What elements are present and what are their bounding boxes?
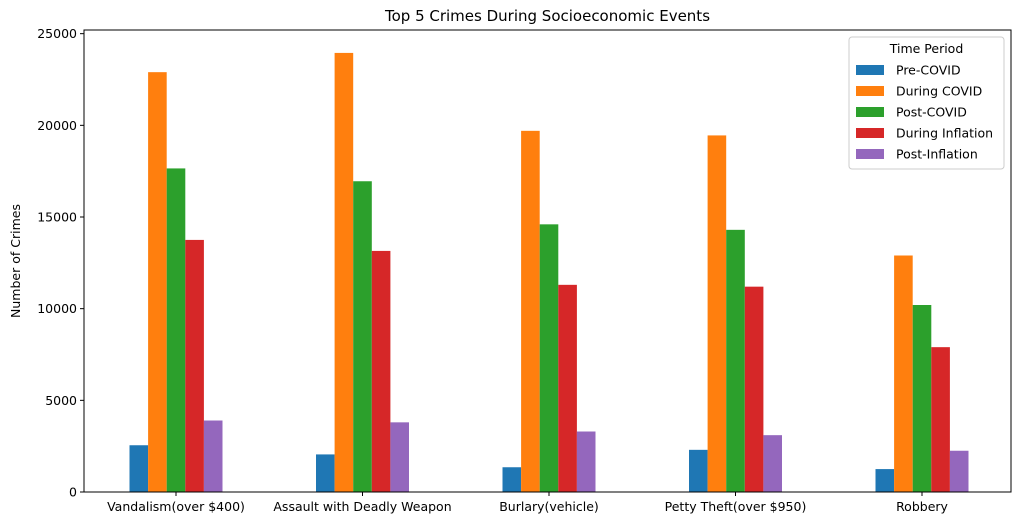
bar-during-covid-1 bbox=[334, 52, 354, 493]
x-tick-label-2: Burlary(vehicle) bbox=[499, 499, 599, 514]
x-tick-label-1: Assault with Deadly Weapon bbox=[273, 499, 451, 514]
y-tick-label-5000: 5000 bbox=[45, 393, 77, 408]
x-tick-label-3: Petty Theft(over $950) bbox=[665, 499, 807, 514]
bars-layer bbox=[129, 52, 969, 493]
bar-post-inflation-0 bbox=[203, 420, 223, 492]
bar-post-covid-4 bbox=[912, 305, 932, 492]
x-tick-label-0: Vandalism(over $400) bbox=[107, 499, 245, 514]
bar-post-covid-3 bbox=[726, 229, 745, 493]
y-tick-label-10000: 10000 bbox=[37, 301, 77, 316]
bar-during-inflation-0 bbox=[185, 239, 204, 492]
bar-pre-covid-0 bbox=[129, 445, 149, 492]
bar-during-covid-2 bbox=[521, 130, 540, 493]
y-tick-label-15000: 15000 bbox=[37, 210, 77, 225]
chart-title: Top 5 Crimes During Socioeconomic Events bbox=[384, 7, 710, 25]
bar-during-covid-3 bbox=[707, 135, 727, 492]
bar-post-covid-0 bbox=[166, 168, 186, 492]
bar-pre-covid-3 bbox=[689, 449, 708, 492]
bar-pre-covid-2 bbox=[502, 467, 522, 492]
legend-label-during-covid: During COVID bbox=[896, 84, 982, 99]
axes-layer: 0 5000 10000 15000 20000 25000 Vandalism(over … bbox=[37, 26, 1012, 514]
y-tick-label-25000: 25000 bbox=[37, 26, 77, 41]
bar-pre-covid-1 bbox=[316, 454, 335, 492]
bar-post-inflation-1 bbox=[390, 422, 409, 492]
legend-label-post-covid: Post-COVID bbox=[896, 105, 967, 120]
legend-label-pre-covid: Pre-COVID bbox=[896, 63, 961, 78]
bar-during-inflation-2 bbox=[558, 284, 577, 492]
plot-frame bbox=[83, 29, 1012, 493]
bar-during-inflation-3 bbox=[744, 286, 764, 492]
bar-during-covid-4 bbox=[894, 255, 913, 492]
y-axis-title: Number of Crimes bbox=[8, 204, 23, 318]
bar-post-inflation-3 bbox=[763, 435, 782, 492]
bar-post-inflation-2 bbox=[576, 431, 596, 492]
y-tick-label-0: 0 bbox=[69, 485, 77, 500]
bar-during-inflation-1 bbox=[371, 250, 391, 492]
bar-pre-covid-4 bbox=[875, 469, 895, 492]
bar-during-inflation-4 bbox=[931, 347, 950, 492]
legend-label-post-inflation: Post-Inflation bbox=[896, 147, 978, 162]
legend-swatch-during-inflation bbox=[856, 128, 884, 138]
bar-during-covid-0 bbox=[148, 72, 167, 493]
bar-post-covid-2 bbox=[539, 224, 559, 493]
legend-swatch-during-covid bbox=[856, 86, 884, 96]
legend-frame bbox=[848, 36, 1005, 170]
bar-post-inflation-4 bbox=[949, 450, 969, 492]
legend-swatch-pre-covid bbox=[856, 65, 884, 75]
legend-title: Time Period bbox=[889, 41, 964, 56]
legend-swatch-post-inflation bbox=[856, 149, 884, 159]
legend-label-during-inflation: During Inflation bbox=[896, 126, 993, 141]
y-tick-label-20000: 20000 bbox=[37, 118, 77, 133]
x-tick-label-4: Robbery bbox=[896, 499, 948, 514]
legend: Time Period Pre-COVID During COVID Post-CO… bbox=[848, 36, 1005, 170]
bar-post-covid-1 bbox=[353, 181, 372, 492]
legend-swatch-post-covid bbox=[856, 107, 884, 117]
